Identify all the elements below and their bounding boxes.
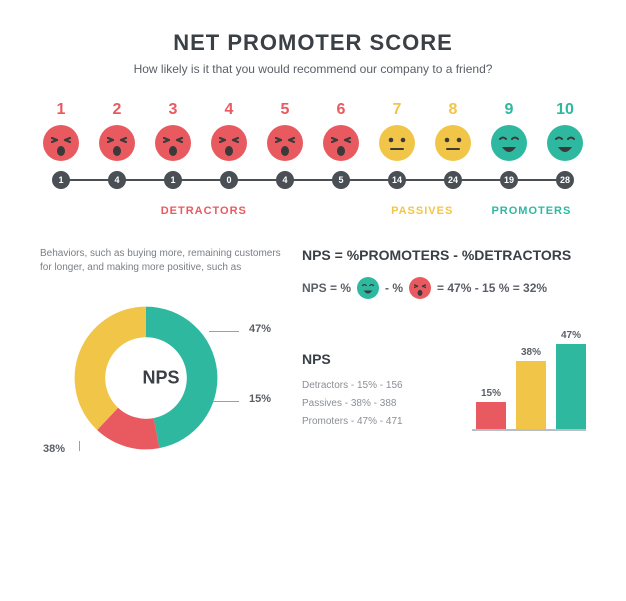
promoter-face-icon: [491, 125, 527, 161]
score-number: 8: [434, 101, 472, 119]
bar-label: 47%: [561, 330, 581, 341]
score-number: 6: [322, 101, 360, 119]
bar-rect: [516, 361, 546, 429]
score-count-badge: 24: [444, 171, 462, 189]
detractors-label: DETRACTORS: [40, 205, 368, 217]
passive-face-icon: [379, 125, 415, 161]
formula-rhs: = 47% - 15 % = 32%: [437, 281, 547, 295]
bar-rect: [556, 344, 586, 429]
score-number: 4: [210, 101, 248, 119]
bar-label: 38%: [521, 347, 541, 358]
donut-chart: NPS 47% 15% 38%: [61, 293, 261, 463]
score-count-badge: 4: [276, 171, 294, 189]
score-count-badge: 1: [52, 171, 70, 189]
page-subtitle: How likely is it that you would recommen…: [40, 62, 586, 76]
nps-breakdown: Detractors - 15% - 156Passives - 38% - 3…: [302, 377, 454, 431]
detractor-face-icon: [155, 125, 191, 161]
nps-block-title: NPS: [302, 351, 454, 367]
score-number: 5: [266, 101, 304, 119]
score-count-badge: 4: [108, 171, 126, 189]
score-number: 10: [546, 101, 584, 119]
page-title: NET PROMOTER SCORE: [40, 30, 586, 56]
detractor-face-icon: [267, 125, 303, 161]
donut-label-38: 38%: [43, 443, 65, 455]
lower-section: Behaviors, such as buying more, remainin…: [40, 247, 586, 463]
score-count-badge: 19: [500, 171, 518, 189]
bar-label: 15%: [481, 388, 501, 399]
passive-face-icon: [435, 125, 471, 161]
score-number: 3: [154, 101, 192, 119]
score-scale: 12345678910: [40, 101, 586, 217]
category-labels: DETRACTORS PASSIVES PROMOTERS: [40, 205, 586, 217]
detractor-face-icon: [323, 125, 359, 161]
score-count-badge: 1: [164, 171, 182, 189]
donut-label-47: 47%: [249, 323, 271, 335]
score-count-badge: 14: [388, 171, 406, 189]
formula-line: NPS = % - % = 47% - 15 % = 32%: [302, 277, 586, 299]
promoter-face-icon: [547, 125, 583, 161]
nps-row: Passives - 38% - 388: [302, 395, 454, 413]
donut-label-15: 15%: [249, 393, 271, 405]
score-number: 9: [490, 101, 528, 119]
bar-rect: [476, 402, 506, 429]
detractor-face-icon: [211, 125, 247, 161]
bar-chart: 15% 38% 47%: [472, 321, 586, 431]
bar: 15%: [476, 388, 506, 429]
bar: 38%: [516, 347, 546, 429]
score-count-badge: 0: [220, 171, 238, 189]
nps-row: Detractors - 15% - 156: [302, 377, 454, 395]
promoter-face-icon: [357, 277, 379, 299]
score-count-badge: 5: [332, 171, 350, 189]
description-text: Behaviors, such as buying more, remainin…: [40, 247, 282, 275]
formula-lhs: NPS = %: [302, 281, 351, 295]
score-count-badge: 28: [556, 171, 574, 189]
passives-label: PASSIVES: [368, 205, 477, 217]
header: NET PROMOTER SCORE How likely is it that…: [40, 30, 586, 76]
formula-title: NPS = %PROMOTERS - %DETRACTORS: [302, 247, 586, 263]
score-number: 1: [42, 101, 80, 119]
score-number: 7: [378, 101, 416, 119]
formula-minus: - %: [385, 281, 403, 295]
score-number: 2: [98, 101, 136, 119]
donut-slice: [75, 307, 146, 430]
bar: 47%: [556, 330, 586, 429]
detractor-face-icon: [99, 125, 135, 161]
detractor-face-icon: [43, 125, 79, 161]
donut-center-label: NPS: [142, 368, 179, 389]
score-axis: 14104514241928: [40, 171, 586, 201]
detractor-face-icon: [409, 277, 431, 299]
promoters-label: PROMOTERS: [477, 205, 586, 217]
nps-row: Promoters - 47% - 471: [302, 413, 454, 431]
